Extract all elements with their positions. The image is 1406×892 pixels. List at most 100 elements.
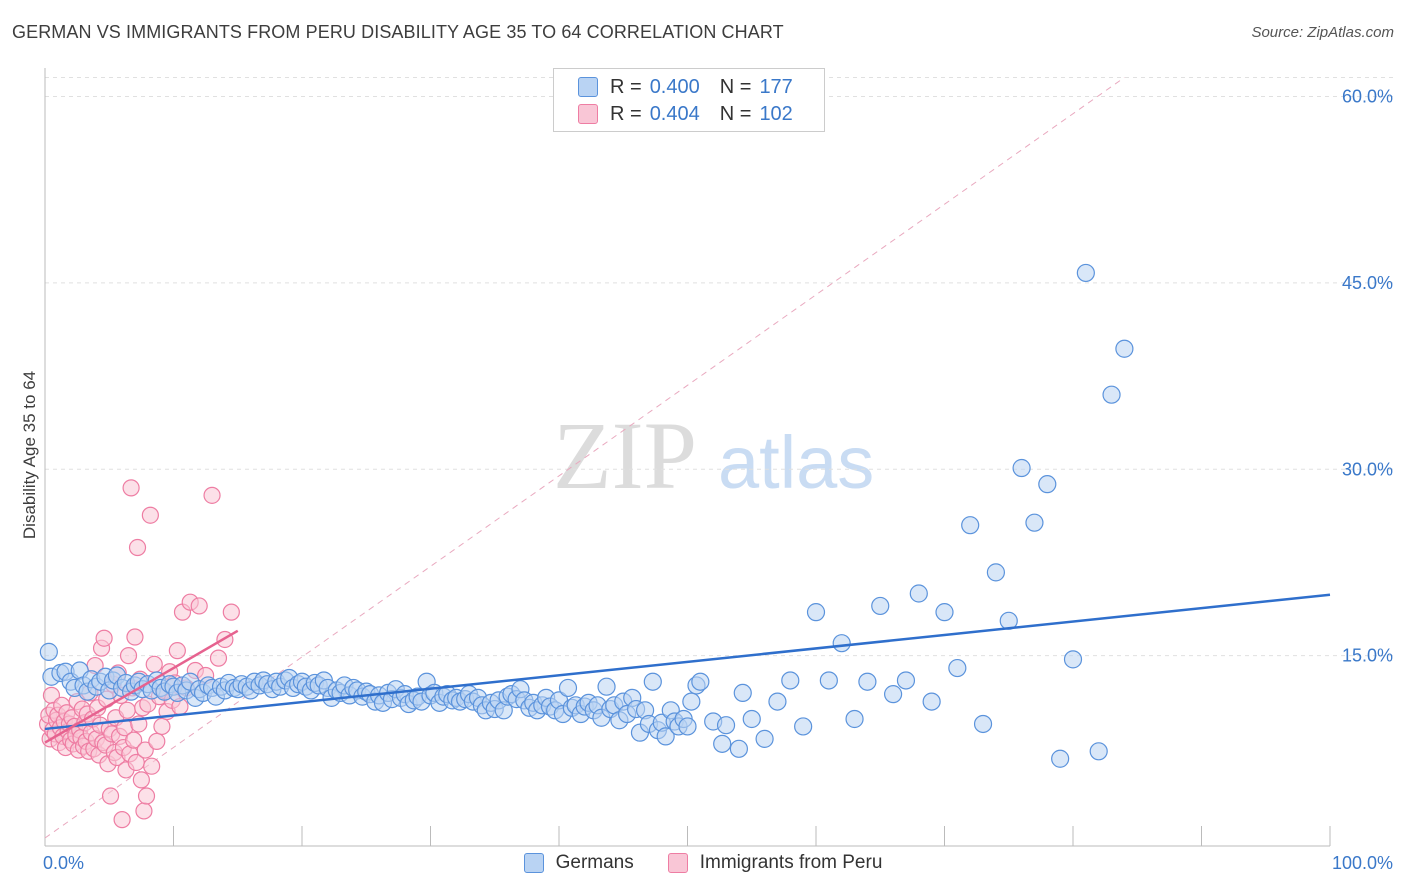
y-tick-labels: 15.0% 30.0% 45.0% 60.0%: [1342, 87, 1393, 666]
y-tick-label: 45.0%: [1342, 273, 1393, 293]
data-point: [132, 771, 150, 789]
data-point: [781, 671, 800, 690]
data-point: [909, 584, 928, 603]
legend-row-peru: R = 0.404 N = 102: [578, 101, 793, 127]
data-point: [713, 734, 732, 753]
data-point: [1076, 263, 1095, 283]
data-point: [101, 787, 120, 805]
correlation-legend: R = 0.400 N = 177 R = 0.404 N = 102: [553, 68, 825, 132]
data-point: [190, 597, 208, 615]
data-point: [883, 685, 903, 704]
reference-line: [44, 77, 1125, 839]
x-tick-labels: 0.0% 100.0%: [43, 853, 1393, 873]
data-point: [145, 655, 163, 673]
source-credit: Source: ZipAtlas.com: [1251, 24, 1394, 41]
data-point: [948, 658, 967, 678]
data-point: [136, 741, 154, 759]
data-point: [118, 701, 136, 719]
legend-r-label: R =: [610, 102, 642, 125]
legend-label-peru: Immigrants from Peru: [699, 852, 883, 873]
data-point: [733, 683, 752, 703]
data-point: [1025, 513, 1044, 532]
data-point: [148, 732, 166, 750]
data-point: [122, 479, 140, 497]
y-tick-label: 15.0%: [1342, 646, 1393, 666]
data-point: [597, 677, 616, 696]
x-tick-label: 0.0%: [43, 853, 84, 873]
legend-swatch-germans: [523, 853, 544, 873]
data-point: [137, 787, 156, 805]
series-legend: Germans Immigrants from Peru: [0, 852, 1406, 874]
y-tick-label: 60.0%: [1342, 87, 1393, 107]
data-point: [125, 731, 143, 749]
data-point: [1115, 339, 1134, 358]
data-point: [768, 692, 787, 711]
data-point: [691, 672, 710, 691]
data-point: [141, 506, 159, 524]
german-points: [39, 263, 1134, 768]
data-point: [119, 647, 138, 665]
data-point: [113, 811, 131, 829]
trend-line-peru: [44, 629, 239, 744]
watermark-zip: ZIP: [553, 402, 697, 509]
legend-swatch-peru: [667, 853, 688, 873]
legend-item-germans: Germans: [523, 852, 634, 874]
data-point: [682, 692, 701, 711]
data-point: [742, 709, 761, 729]
data-point: [832, 634, 851, 653]
legend-item-peru: Immigrants from Peru: [667, 852, 883, 874]
data-point: [1089, 742, 1108, 761]
data-point: [1012, 458, 1031, 478]
data-point: [729, 739, 749, 758]
data-point: [1051, 749, 1070, 768]
gridlines: [45, 77, 1395, 657]
data-point: [922, 692, 941, 711]
data-point: [845, 709, 864, 729]
trend-lines: [44, 593, 1331, 744]
x-tick-label: 100.0%: [1332, 853, 1393, 873]
data-point: [1063, 650, 1083, 669]
data-point: [755, 729, 774, 748]
legend-n-value: 102: [759, 102, 793, 125]
data-point: [806, 603, 826, 622]
data-point: [643, 672, 662, 691]
data-point: [1038, 475, 1057, 494]
legend-r-value: 0.400: [649, 75, 700, 98]
legend-r-value: 0.404: [649, 102, 700, 125]
data-point: [858, 672, 877, 691]
data-point: [871, 596, 890, 616]
peru-points: [38, 479, 240, 829]
data-point: [168, 642, 186, 660]
data-point: [961, 516, 980, 535]
data-point: [656, 727, 675, 746]
legend-row-germans: R = 0.400 N = 177: [578, 74, 793, 100]
watermark-atlas: atlas: [718, 421, 874, 504]
legend-n-label: N =: [719, 75, 752, 98]
legend-r-label: R =: [610, 75, 642, 98]
legend-swatch-germans: [578, 77, 598, 97]
data-point: [986, 563, 1006, 582]
data-point: [153, 717, 171, 736]
data-point: [819, 671, 838, 690]
data-point: [558, 678, 578, 698]
data-point: [222, 603, 240, 621]
data-point: [209, 649, 228, 667]
data-point: [39, 642, 58, 661]
data-point: [135, 802, 153, 820]
data-point: [95, 629, 113, 647]
axes: [44, 68, 1331, 847]
data-point: [126, 628, 144, 646]
data-point: [935, 603, 954, 622]
data-point: [143, 757, 161, 775]
trend-line-germans: [44, 593, 1331, 731]
data-point: [973, 714, 993, 734]
chart-title: GERMAN VS IMMIGRANTS FROM PERU DISABILIT…: [12, 22, 784, 42]
data-point: [203, 486, 221, 504]
legend-n-label: N =: [719, 102, 752, 125]
legend-swatch-peru: [578, 104, 598, 124]
legend-label-germans: Germans: [555, 852, 634, 873]
legend-n-value: 177: [759, 75, 793, 98]
y-tick-label: 30.0%: [1342, 459, 1393, 479]
data-point: [678, 717, 697, 736]
